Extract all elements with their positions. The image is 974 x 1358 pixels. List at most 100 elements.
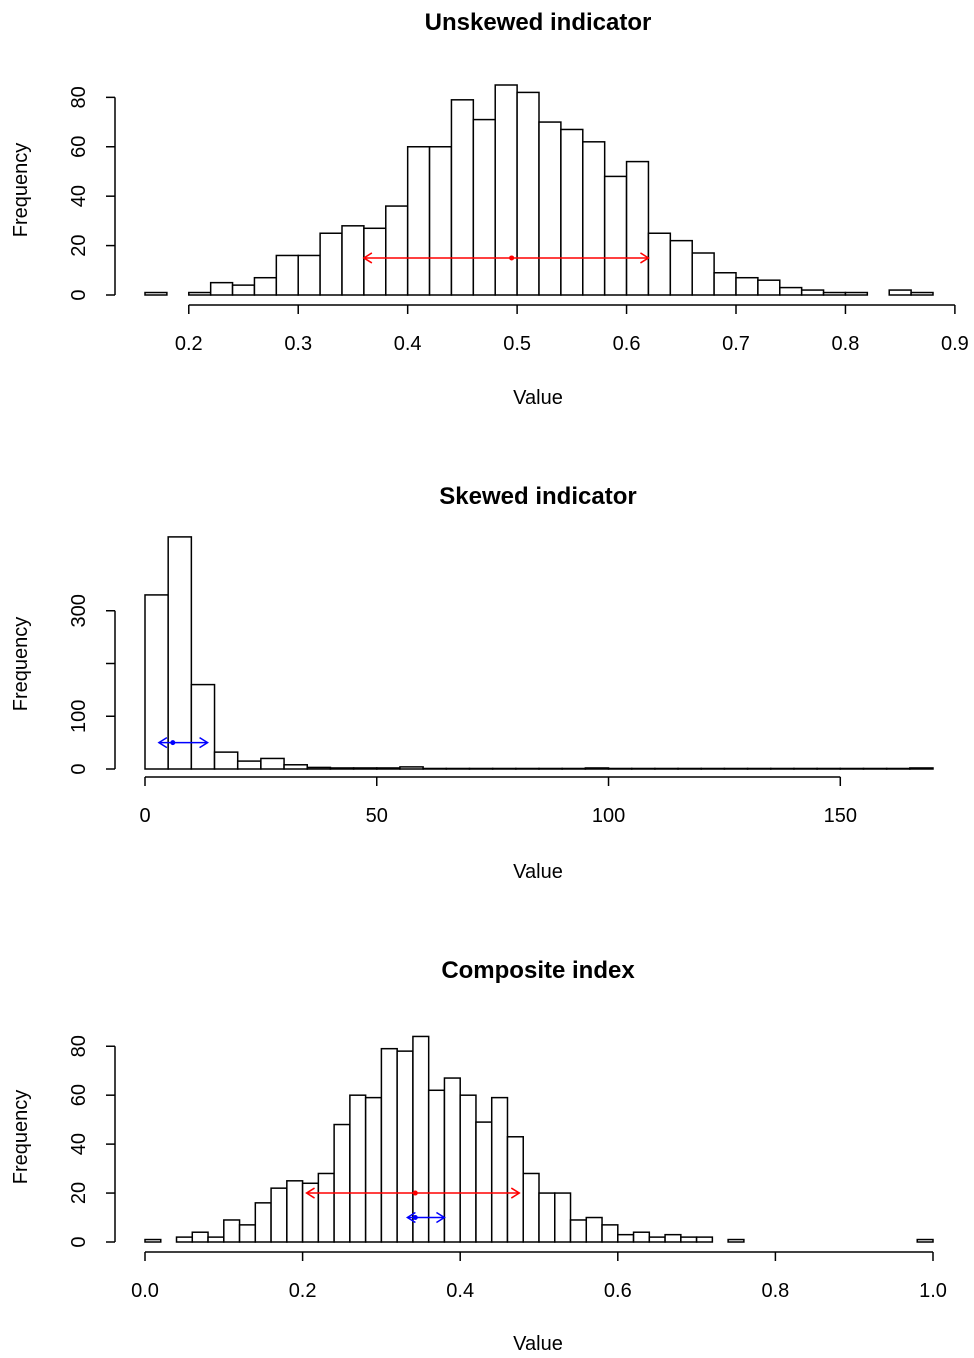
- histogram-bar: [800, 289, 825, 296]
- composite-index-panel: Composite index Value Frequency 0.0 0.2 0.…: [10, 957, 947, 1355]
- y-axis-label: Frequency: [10, 617, 32, 712]
- y-axis: 0 20 40 60 80: [68, 86, 116, 301]
- histogram-bar: [700, 767, 726, 770]
- histogram-bar: [380, 1047, 398, 1243]
- histogram-bar: [822, 291, 847, 296]
- histogram-bar: [561, 767, 587, 770]
- x-tick-label: 0.9: [941, 333, 969, 355]
- histogram-bar: [236, 760, 262, 770]
- histogram-bar: [607, 767, 633, 770]
- histogram-bar: [695, 1236, 714, 1243]
- histogram-bar: [352, 767, 378, 770]
- histogram-bar: [167, 536, 193, 770]
- histogram-bar: [144, 291, 168, 296]
- histogram-bar: [445, 767, 471, 770]
- histogram-bar: [582, 141, 606, 296]
- histogram-bar: [723, 767, 749, 770]
- histogram-bar: [885, 767, 911, 770]
- histogram-bar: [617, 1233, 635, 1243]
- histogram-bar: [647, 232, 672, 296]
- histogram-bar: [664, 1233, 682, 1243]
- x-axis-label: Value: [513, 387, 563, 409]
- y-axis-label: Frequency: [10, 143, 32, 238]
- y-axis: 0 20 40 60 80: [68, 1035, 116, 1248]
- interval-center-dot: [412, 1190, 418, 1196]
- x-tick-label: 0.4: [394, 333, 422, 355]
- x-tick-label: 0: [139, 805, 150, 827]
- histogram-bar: [468, 767, 494, 770]
- histogram-bar: [494, 84, 518, 296]
- histogram-bar: [238, 1224, 257, 1243]
- histogram-bar: [630, 767, 656, 770]
- histogram-bar: [223, 1219, 241, 1243]
- y-axis-label: Frequency: [10, 1090, 32, 1185]
- x-tick-label: 0.2: [175, 333, 203, 355]
- x-tick-label: 150: [824, 805, 857, 827]
- histogram-bar: [648, 1236, 666, 1243]
- interval-center-dot: [412, 1215, 418, 1221]
- histogram-bar: [538, 121, 562, 296]
- histogram-bar: [275, 254, 299, 296]
- panel-title: Unskewed indicator: [425, 9, 652, 36]
- histogram-bars: [144, 84, 934, 296]
- x-tick-label: 0.5: [503, 333, 531, 355]
- histogram-bar: [412, 1035, 430, 1243]
- histogram-bar: [490, 1096, 509, 1243]
- histogram-bar: [144, 1238, 162, 1243]
- histogram-bar: [363, 227, 387, 296]
- histogram-bar: [459, 1094, 477, 1243]
- histogram-bar: [713, 272, 737, 296]
- histogram-bar: [190, 683, 216, 770]
- histogram-bar: [757, 279, 781, 296]
- histogram-bar: [910, 291, 934, 296]
- histogram-bar: [515, 767, 540, 770]
- histogram-bar: [554, 1192, 572, 1243]
- x-tick-label: 50: [366, 805, 388, 827]
- x-axis-label: Value: [513, 1333, 563, 1355]
- y-axis: 0 100 300: [68, 594, 116, 775]
- histogram-bar: [450, 99, 475, 296]
- interval-markers: [305, 1187, 521, 1224]
- panel-title: Composite index: [441, 957, 635, 984]
- histogram-bar: [506, 1136, 524, 1243]
- histogram-bar: [341, 225, 365, 296]
- histogram-bar: [333, 1123, 351, 1243]
- histogram-bar: [399, 766, 424, 770]
- histogram-bar: [422, 767, 448, 770]
- y-tick-label: 100: [68, 700, 90, 733]
- histogram-bar: [654, 767, 679, 770]
- x-tick-label: 0.4: [446, 1280, 474, 1302]
- histogram-bar: [746, 767, 772, 770]
- y-tick-label: 0: [68, 1236, 90, 1247]
- histogram-bar: [188, 291, 212, 296]
- histogram-bar: [909, 767, 934, 770]
- histogram-bar: [727, 1238, 745, 1243]
- histogram-bar: [603, 175, 628, 296]
- histogram-bar: [283, 764, 308, 770]
- histogram-bar: [297, 254, 321, 296]
- histogram-bar: [253, 276, 278, 296]
- histogram-bar: [301, 1182, 320, 1243]
- histogram-bar: [231, 284, 256, 296]
- histogram-bar: [793, 767, 818, 770]
- histogram-bar: [376, 767, 401, 770]
- histogram-bar: [916, 1238, 934, 1243]
- x-axis: 0 50 100 150: [139, 776, 857, 827]
- x-axis: 0.0 0.2 0.4 0.6 0.8 1.0: [131, 1251, 947, 1302]
- histogram-bar: [839, 767, 865, 770]
- histogram-bar: [691, 252, 715, 296]
- y-tick-label: 20: [68, 234, 90, 256]
- histogram-bar: [569, 1219, 588, 1243]
- panel-title: Skewed indicator: [439, 483, 636, 510]
- histogram-bar: [472, 118, 496, 296]
- histogram-bar: [207, 1236, 225, 1243]
- interval-center-dot: [170, 740, 176, 746]
- unskewed-indicator-panel: Unskewed indicator Value Frequency 0.2 0.…: [10, 9, 969, 409]
- y-tick-label: 300: [68, 594, 90, 627]
- histogram-bar: [625, 160, 650, 296]
- histogram-bar: [522, 1172, 540, 1243]
- skewed-indicator-panel: Skewed indicator Value Frequency 0 50 100 1…: [10, 483, 934, 883]
- interval-markers: [157, 736, 209, 749]
- histogram-bar: [735, 276, 759, 296]
- histogram-bar: [888, 289, 912, 296]
